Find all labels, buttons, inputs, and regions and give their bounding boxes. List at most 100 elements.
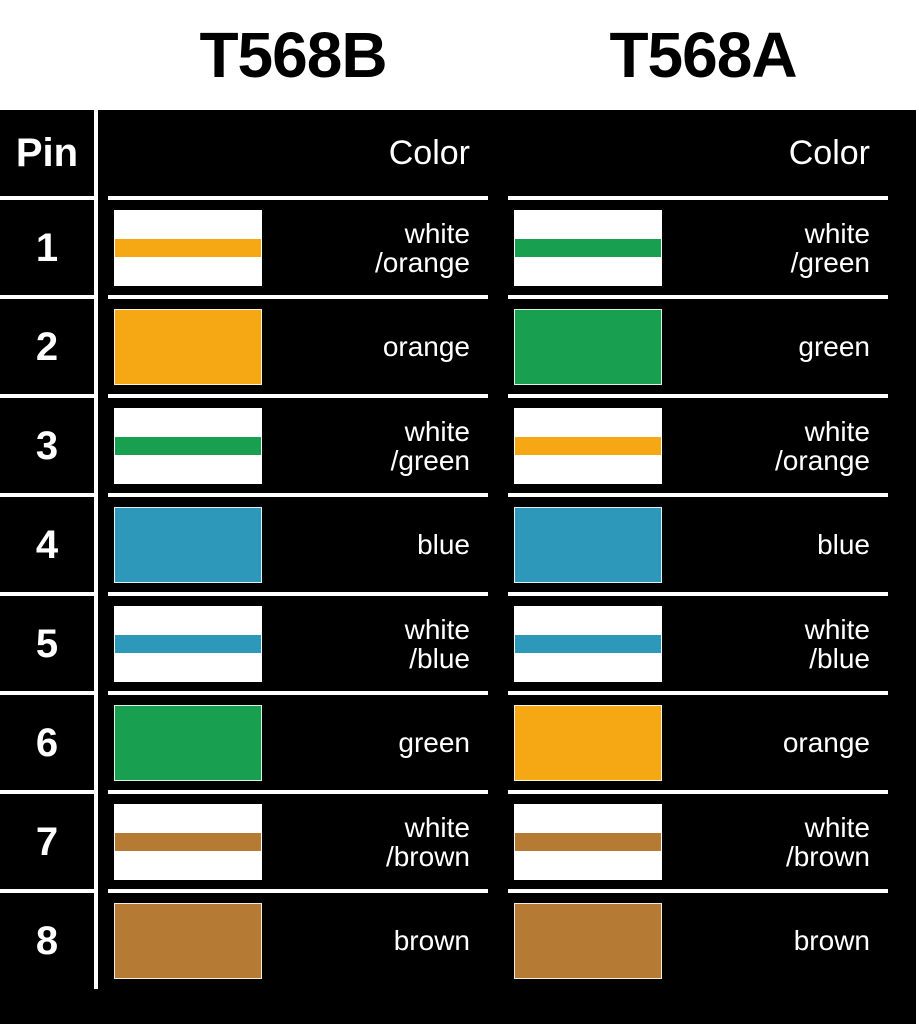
gap	[488, 790, 508, 890]
standard-cell: white /green	[508, 196, 888, 296]
pin-number: 3	[0, 394, 98, 494]
color-swatch-wrap	[508, 893, 668, 989]
color-swatch-wrap	[508, 497, 668, 593]
standard-a-color-header: Color	[508, 110, 888, 196]
swatch-stripe	[115, 239, 261, 257]
gap	[488, 691, 508, 791]
standard-cell: blue	[508, 493, 888, 593]
standard-cell: blue	[108, 493, 488, 593]
swatch-stripe	[515, 437, 661, 455]
pin-number: 6	[0, 691, 98, 791]
color-label: orange	[668, 728, 888, 757]
pin-row: 8 brown brown	[0, 889, 916, 988]
pin-header: Pin	[0, 110, 98, 196]
standard-cell: white /orange	[508, 394, 888, 494]
color-swatch-wrap	[508, 794, 668, 890]
color-swatch-wrap	[508, 299, 668, 395]
color-label: white /blue	[268, 615, 488, 674]
color-label: white /orange	[668, 417, 888, 476]
color-swatch-wrap	[508, 596, 668, 692]
color-swatch-wrap	[108, 200, 268, 296]
swatch-stripe	[515, 833, 661, 851]
pin-row: 4blueblue	[0, 493, 916, 592]
gap	[98, 196, 108, 296]
color-swatch	[114, 903, 262, 979]
gap	[98, 295, 108, 395]
pin-number: 8	[0, 889, 98, 989]
pin-number: 7	[0, 790, 98, 890]
standard-cell: white /green	[108, 394, 488, 494]
gap	[98, 592, 108, 692]
gap	[98, 110, 108, 196]
standard-cell: white /brown	[108, 790, 488, 890]
color-label: white /blue	[668, 615, 888, 674]
pin-row: 2orange green	[0, 295, 916, 394]
standard-cell: white /blue	[108, 592, 488, 692]
color-swatch	[114, 507, 262, 583]
color-swatch	[114, 210, 262, 286]
color-label: brown	[668, 926, 888, 955]
color-swatch	[514, 606, 662, 682]
pin-number: 5	[0, 592, 98, 692]
standard-cell: brown	[508, 889, 888, 989]
color-label: green	[268, 728, 488, 757]
gap	[98, 889, 108, 989]
standard-a-title: T568A	[508, 18, 898, 92]
standard-cell: green	[108, 691, 488, 791]
color-swatch	[514, 408, 662, 484]
swatch-stripe	[115, 635, 261, 653]
swatch-stripe	[115, 437, 261, 455]
color-swatch	[514, 210, 662, 286]
header-row: Pin Color Color	[0, 110, 916, 196]
color-swatch	[114, 309, 262, 385]
gap	[98, 790, 108, 890]
color-swatch-wrap	[108, 299, 268, 395]
color-swatch-wrap	[108, 596, 268, 692]
pin-number: 2	[0, 295, 98, 395]
color-swatch	[514, 309, 662, 385]
standard-cell: green	[508, 295, 888, 395]
color-swatch	[114, 705, 262, 781]
gap	[488, 110, 508, 196]
color-swatch	[114, 804, 262, 880]
pin-row: 7 white /brown white /brown	[0, 790, 916, 889]
color-swatch	[514, 705, 662, 781]
pin-row: 1white /orangewhite /green	[0, 196, 916, 295]
color-swatch	[114, 606, 262, 682]
gap	[488, 394, 508, 494]
color-label: brown	[268, 926, 488, 955]
color-swatch-wrap	[508, 398, 668, 494]
color-swatch	[114, 408, 262, 484]
pin-rows: 1white /orangewhite /green2orangegreen3w…	[0, 196, 916, 988]
swatch-stripe	[515, 239, 661, 257]
color-label: white /green	[268, 417, 488, 476]
color-label: white /brown	[268, 813, 488, 872]
standard-b-color-header: Color	[108, 110, 488, 196]
color-swatch	[514, 507, 662, 583]
gap	[488, 889, 508, 989]
swatch-stripe	[515, 635, 661, 653]
color-label: white /orange	[268, 219, 488, 278]
gap	[98, 394, 108, 494]
gap	[488, 493, 508, 593]
color-swatch-wrap	[108, 695, 268, 791]
color-label: green	[668, 332, 888, 361]
standard-cell: brown	[108, 889, 488, 989]
standard-b-title: T568B	[98, 18, 488, 92]
standard-cell: orange	[108, 295, 488, 395]
color-swatch-wrap	[508, 200, 668, 296]
swatch-stripe	[115, 833, 261, 851]
color-swatch-wrap	[108, 398, 268, 494]
standard-cell: white /blue	[508, 592, 888, 692]
color-label: white /brown	[668, 813, 888, 872]
color-swatch-wrap	[508, 695, 668, 791]
pin-row: 6 green orange	[0, 691, 916, 790]
gap	[488, 592, 508, 692]
color-label: white /green	[668, 219, 888, 278]
pin-number: 4	[0, 493, 98, 593]
standard-cell: orange	[508, 691, 888, 791]
color-swatch-wrap	[108, 497, 268, 593]
gap	[98, 691, 108, 791]
gap	[488, 196, 508, 296]
pin-row: 3 white /green white /orange	[0, 394, 916, 493]
